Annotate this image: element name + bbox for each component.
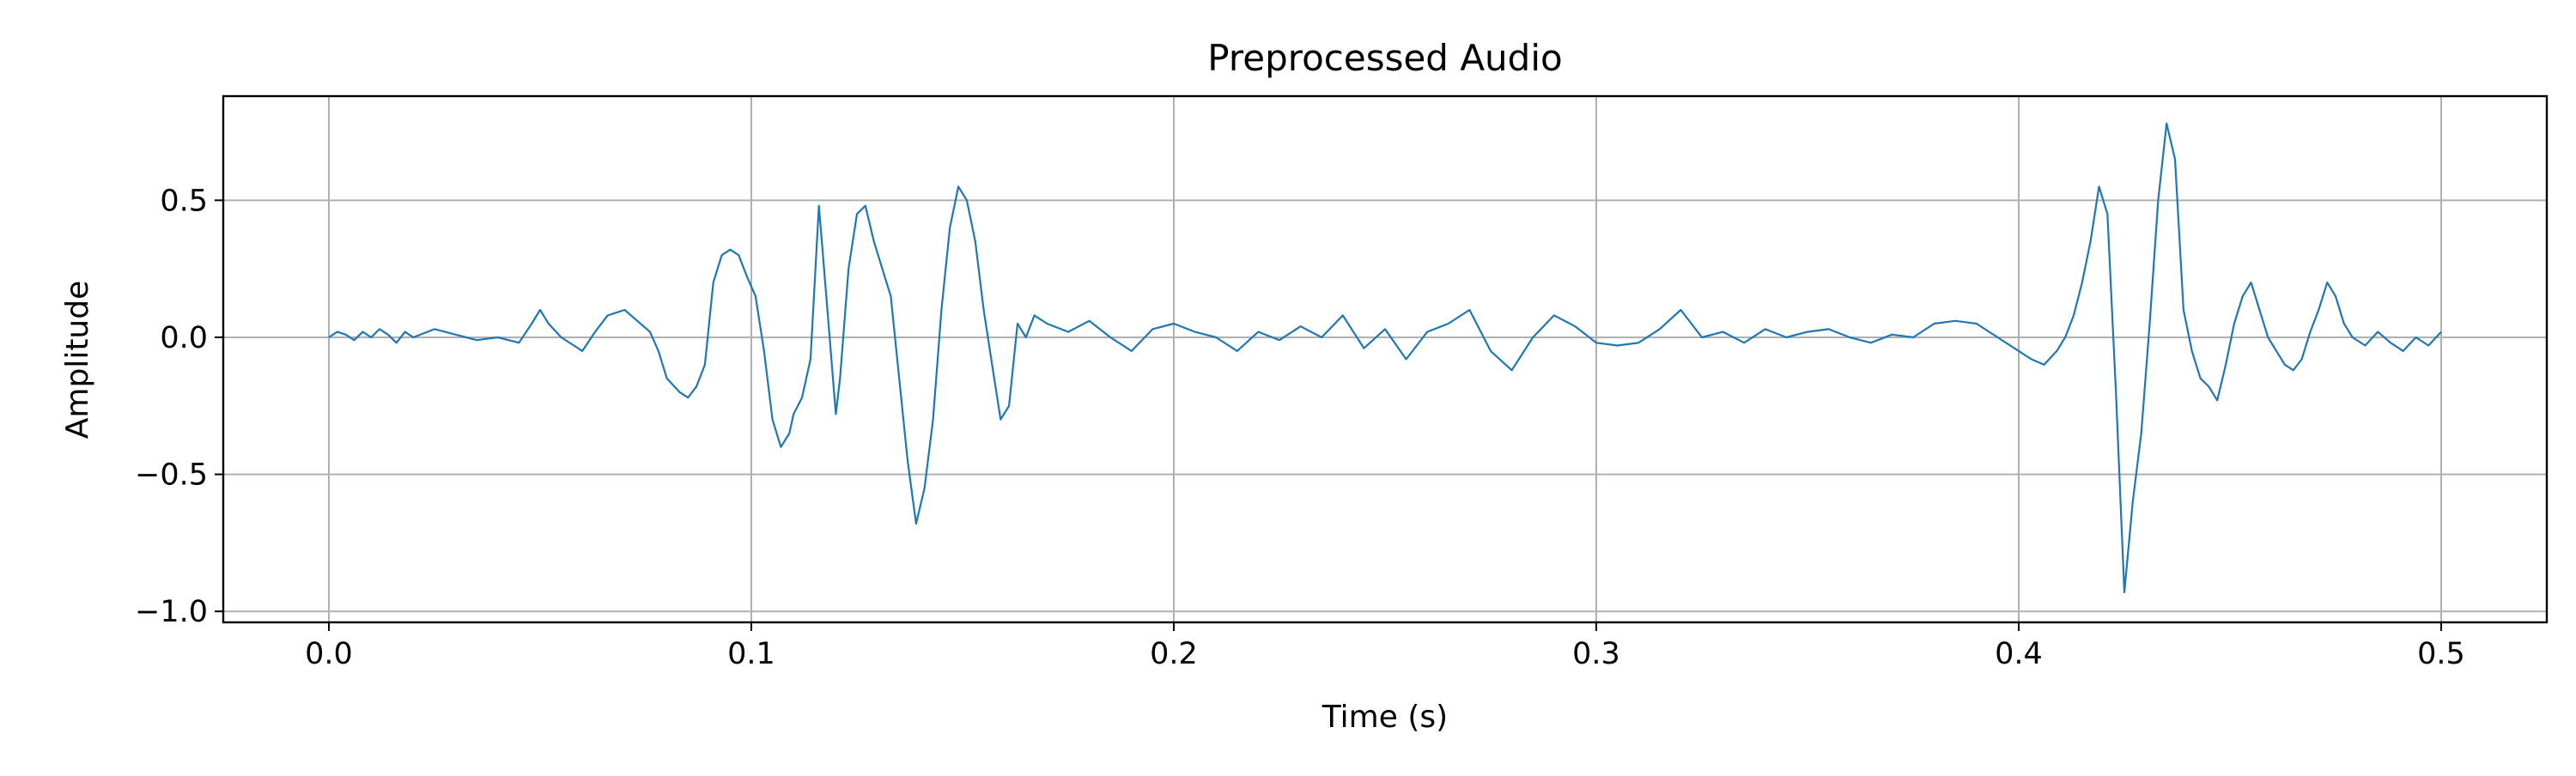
- plot-frame: [222, 94, 2549, 624]
- waveform-line: [328, 122, 2442, 594]
- grid-lines: [223, 96, 2547, 622]
- x-axis-ticks: 0.0 0.1 0.2 0.3 0.4 0.5: [305, 622, 2465, 671]
- y-axis-label: Amplitude: [60, 281, 95, 439]
- y-tick-label: −1.0: [135, 595, 208, 629]
- y-tick-label: 0.5: [160, 184, 208, 218]
- chart-title: Preprocessed Audio: [1207, 37, 1562, 79]
- x-axis-label: Time (s): [1321, 700, 1448, 735]
- y-tick-label: 0.0: [160, 321, 208, 355]
- x-tick-label: 0.4: [1995, 637, 2043, 671]
- y-tick-label: −0.5: [135, 458, 208, 493]
- series-layer: [328, 122, 2442, 594]
- x-tick-label: 0.2: [1150, 637, 1198, 671]
- x-tick-label: 0.5: [2417, 637, 2465, 671]
- x-tick-label: 0.3: [1572, 637, 1620, 671]
- x-tick-label: 0.0: [305, 637, 353, 671]
- y-axis-ticks: 0.5 0.0 −0.5 −1.0: [135, 184, 223, 629]
- x-tick-label: 0.1: [727, 637, 775, 671]
